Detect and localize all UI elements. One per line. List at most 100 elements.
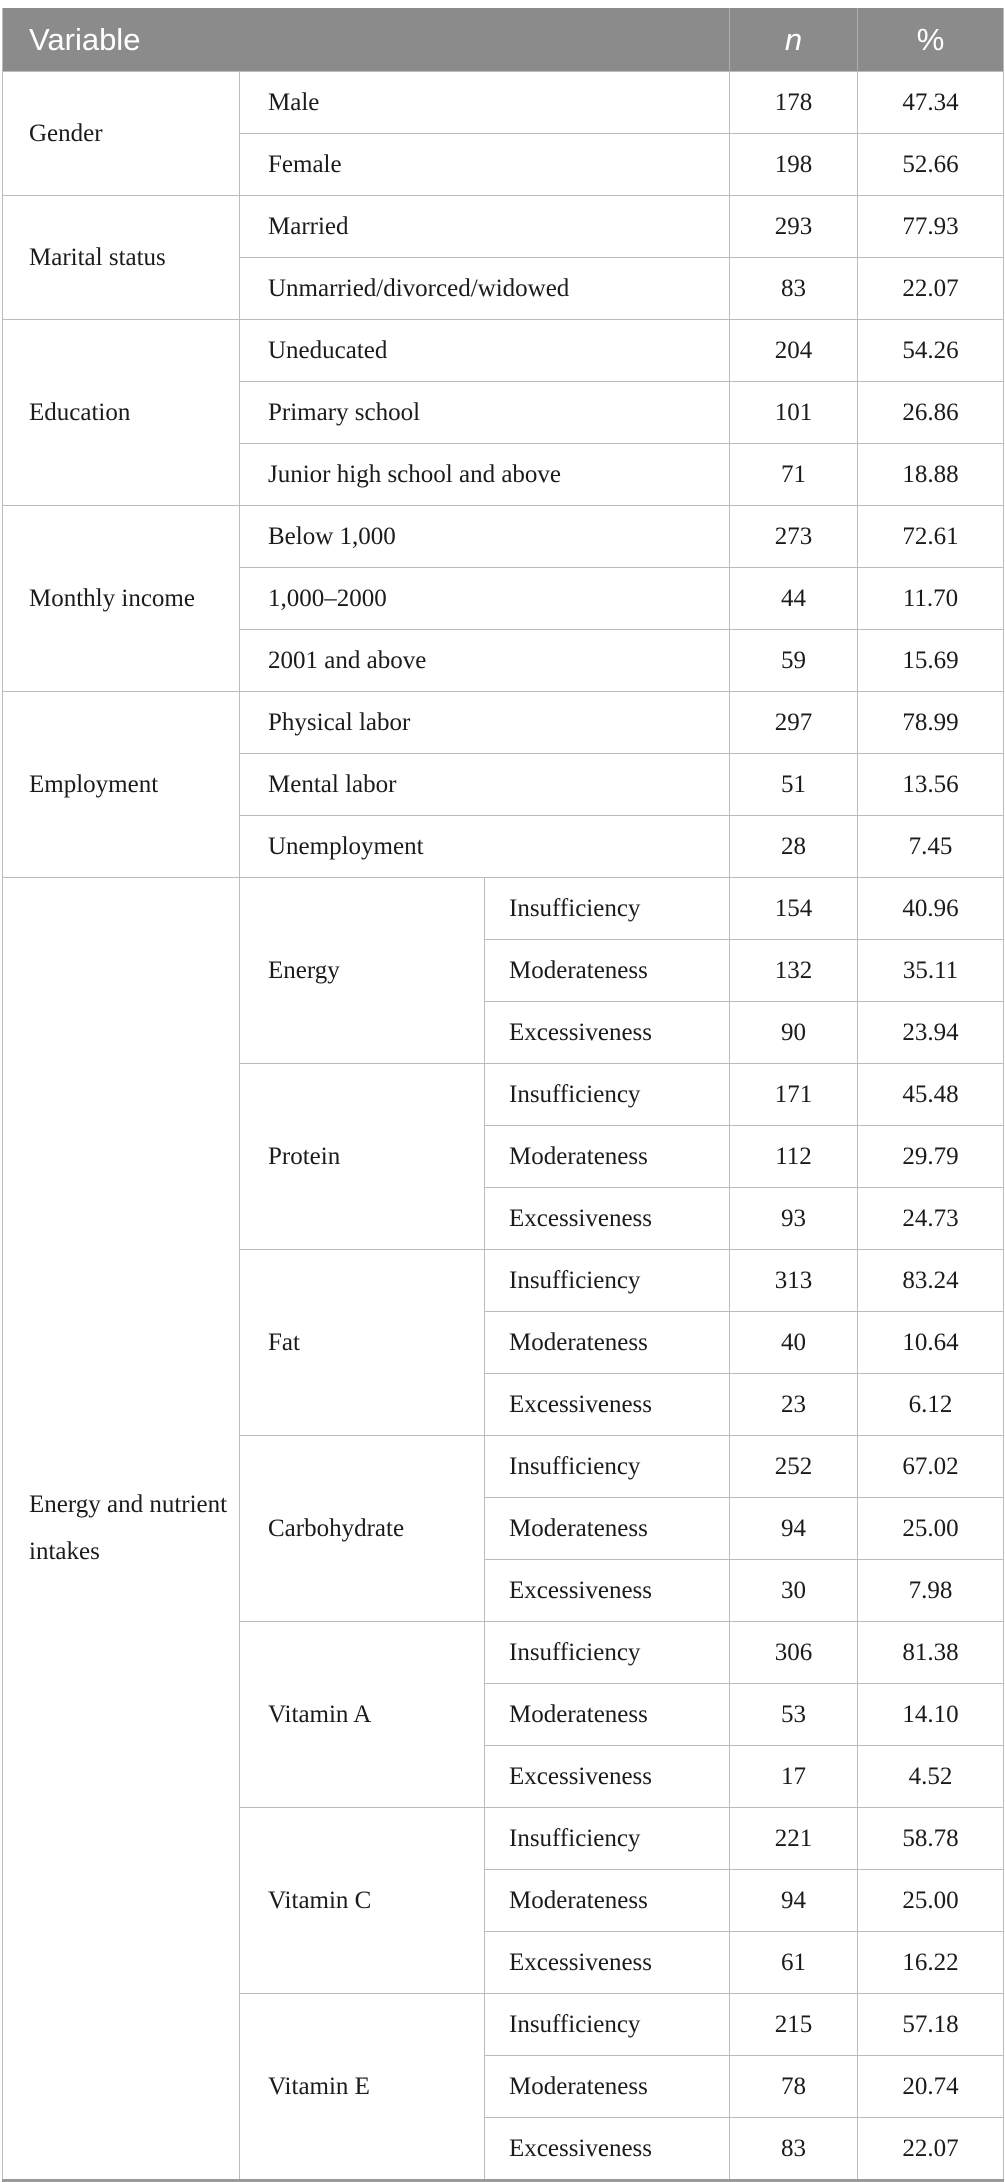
table-row: Fat Insufficiency 313 83.24 [3, 1249, 1005, 1436]
pct-cell: 57.18 [857, 1993, 1005, 2056]
pct-cell: 22.07 [857, 2117, 1005, 2181]
nutrient-label-cell: Vitamin C [239, 1807, 485, 1994]
n-cell: 23 [729, 1373, 859, 1436]
level-cell: Moderateness [483, 939, 731, 1002]
pct-cell: 4.52 [857, 1745, 1005, 1808]
col-header-variable: Variable [2, 8, 730, 72]
category-cell: Female [238, 133, 731, 196]
table-row: Energy and nutrient intakes Energy Insuf… [2, 877, 1005, 2181]
section-label-cell: Marital status [2, 195, 240, 320]
level-cell: Excessiveness [483, 2117, 731, 2181]
table-row: Excessiveness 30 7.98 [3, 1559, 1005, 1622]
category-cell: 1,000–2000 [238, 567, 731, 630]
level-cell: Excessiveness [483, 1373, 731, 1436]
pct-cell: 26.86 [857, 381, 1005, 444]
n-cell: 44 [729, 567, 859, 630]
section-label-cell: Monthly income [2, 505, 240, 692]
pct-cell: 18.88 [857, 443, 1005, 506]
n-cell: 83 [729, 2117, 859, 2181]
pct-cell: 45.48 [857, 1063, 1005, 1126]
n-cell: 221 [729, 1807, 859, 1870]
n-cell: 28 [729, 815, 859, 878]
n-cell: 306 [729, 1621, 859, 1684]
col-header-n: n [729, 8, 858, 72]
n-cell: 30 [729, 1559, 859, 1622]
nutrient-label-cell: Fat [239, 1249, 485, 1436]
table-row: Female 198 52.66 [3, 133, 1005, 196]
pct-cell: 78.99 [857, 691, 1005, 754]
level-cell: Moderateness [483, 1683, 731, 1746]
table-row: Moderateness 40 10.64 [3, 1311, 1005, 1374]
table-row: Vitamin A Insufficiency 306 81.38 [3, 1621, 1005, 1808]
table-body: Gender Male 178 47.34 Female 198 52.66 M… [2, 71, 1005, 2181]
category-cell: 2001 and above [238, 629, 731, 692]
level-cell: Insufficiency [483, 1993, 731, 2056]
table-row: Moderateness 94 25.00 [3, 1497, 1005, 1560]
category-cell: Uneducated [238, 319, 731, 382]
table-row: Vitamin E Insufficiency 215 57.18 [3, 1993, 1005, 2181]
n-cell: 51 [729, 753, 859, 816]
col-header-percent: % [857, 8, 1004, 72]
n-cell: 171 [729, 1063, 859, 1126]
n-cell: 252 [729, 1435, 859, 1498]
n-cell: 17 [729, 1745, 859, 1808]
table-row: Mental labor 51 13.56 [3, 753, 1005, 816]
level-cell: Moderateness [483, 1125, 731, 1188]
level-cell: Insufficiency [483, 877, 731, 940]
pct-cell: 54.26 [857, 319, 1005, 382]
n-cell: 198 [729, 133, 859, 196]
category-cell: Married [238, 195, 731, 258]
category-cell: Unmarried/divorced/widowed [238, 257, 731, 320]
pct-cell: 58.78 [857, 1807, 1005, 1870]
level-cell: Excessiveness [483, 1931, 731, 1994]
n-cell: 78 [729, 2055, 859, 2118]
section-label-cell: Employment [2, 691, 240, 878]
n-cell: 132 [729, 939, 859, 1002]
n-cell: 61 [729, 1931, 859, 1994]
category-cell: Physical labor [238, 691, 731, 754]
n-cell: 53 [729, 1683, 859, 1746]
level-cell: Insufficiency [483, 1063, 731, 1126]
n-cell: 297 [729, 691, 859, 754]
n-cell: 112 [729, 1125, 859, 1188]
n-cell: 178 [729, 71, 859, 134]
table-row: Unemployment 28 7.45 [3, 815, 1005, 878]
category-cell: Primary school [238, 381, 731, 444]
n-cell: 101 [729, 381, 859, 444]
pct-cell: 72.61 [857, 505, 1005, 568]
level-cell: Moderateness [483, 1497, 731, 1560]
pct-cell: 10.64 [857, 1311, 1005, 1374]
table-row: 2001 and above 59 15.69 [3, 629, 1005, 692]
pct-cell: 40.96 [857, 877, 1005, 940]
table-row: Education Uneducated 204 54.26 [2, 319, 1005, 506]
n-cell: 71 [729, 443, 859, 506]
level-cell: Insufficiency [483, 1621, 731, 1684]
pct-cell: 29.79 [857, 1125, 1005, 1188]
pct-cell: 24.73 [857, 1187, 1005, 1250]
table-row: Vitamin C Insufficiency 221 58.78 [3, 1807, 1005, 1994]
n-cell: 94 [729, 1869, 859, 1932]
table-row: Gender Male 178 47.34 [2, 71, 1005, 196]
pct-cell: 52.66 [857, 133, 1005, 196]
nutrient-label-cell: Energy [239, 877, 485, 1064]
pct-cell: 7.45 [857, 815, 1005, 878]
pct-cell: 47.34 [857, 71, 1005, 134]
n-cell: 215 [729, 1993, 859, 2056]
level-cell: Excessiveness [483, 1745, 731, 1808]
level-cell: Excessiveness [483, 1559, 731, 1622]
table-row: Monthly income Below 1,000 273 72.61 [2, 505, 1005, 692]
section-label-cell: Education [2, 319, 240, 506]
pct-cell: 83.24 [857, 1249, 1005, 1312]
n-cell: 273 [729, 505, 859, 568]
table-row: Excessiveness 93 24.73 [3, 1187, 1005, 1250]
n-cell: 83 [729, 257, 859, 320]
table-row: 1,000–2000 44 11.70 [3, 567, 1005, 630]
n-cell: 93 [729, 1187, 859, 1250]
table-header: Variable n % [2, 8, 1004, 72]
pct-cell: 11.70 [857, 567, 1005, 630]
n-cell: 90 [729, 1001, 859, 1064]
nutrient-label-cell: Carbohydrate [239, 1435, 485, 1622]
pct-cell: 13.56 [857, 753, 1005, 816]
category-cell: Below 1,000 [238, 505, 731, 568]
